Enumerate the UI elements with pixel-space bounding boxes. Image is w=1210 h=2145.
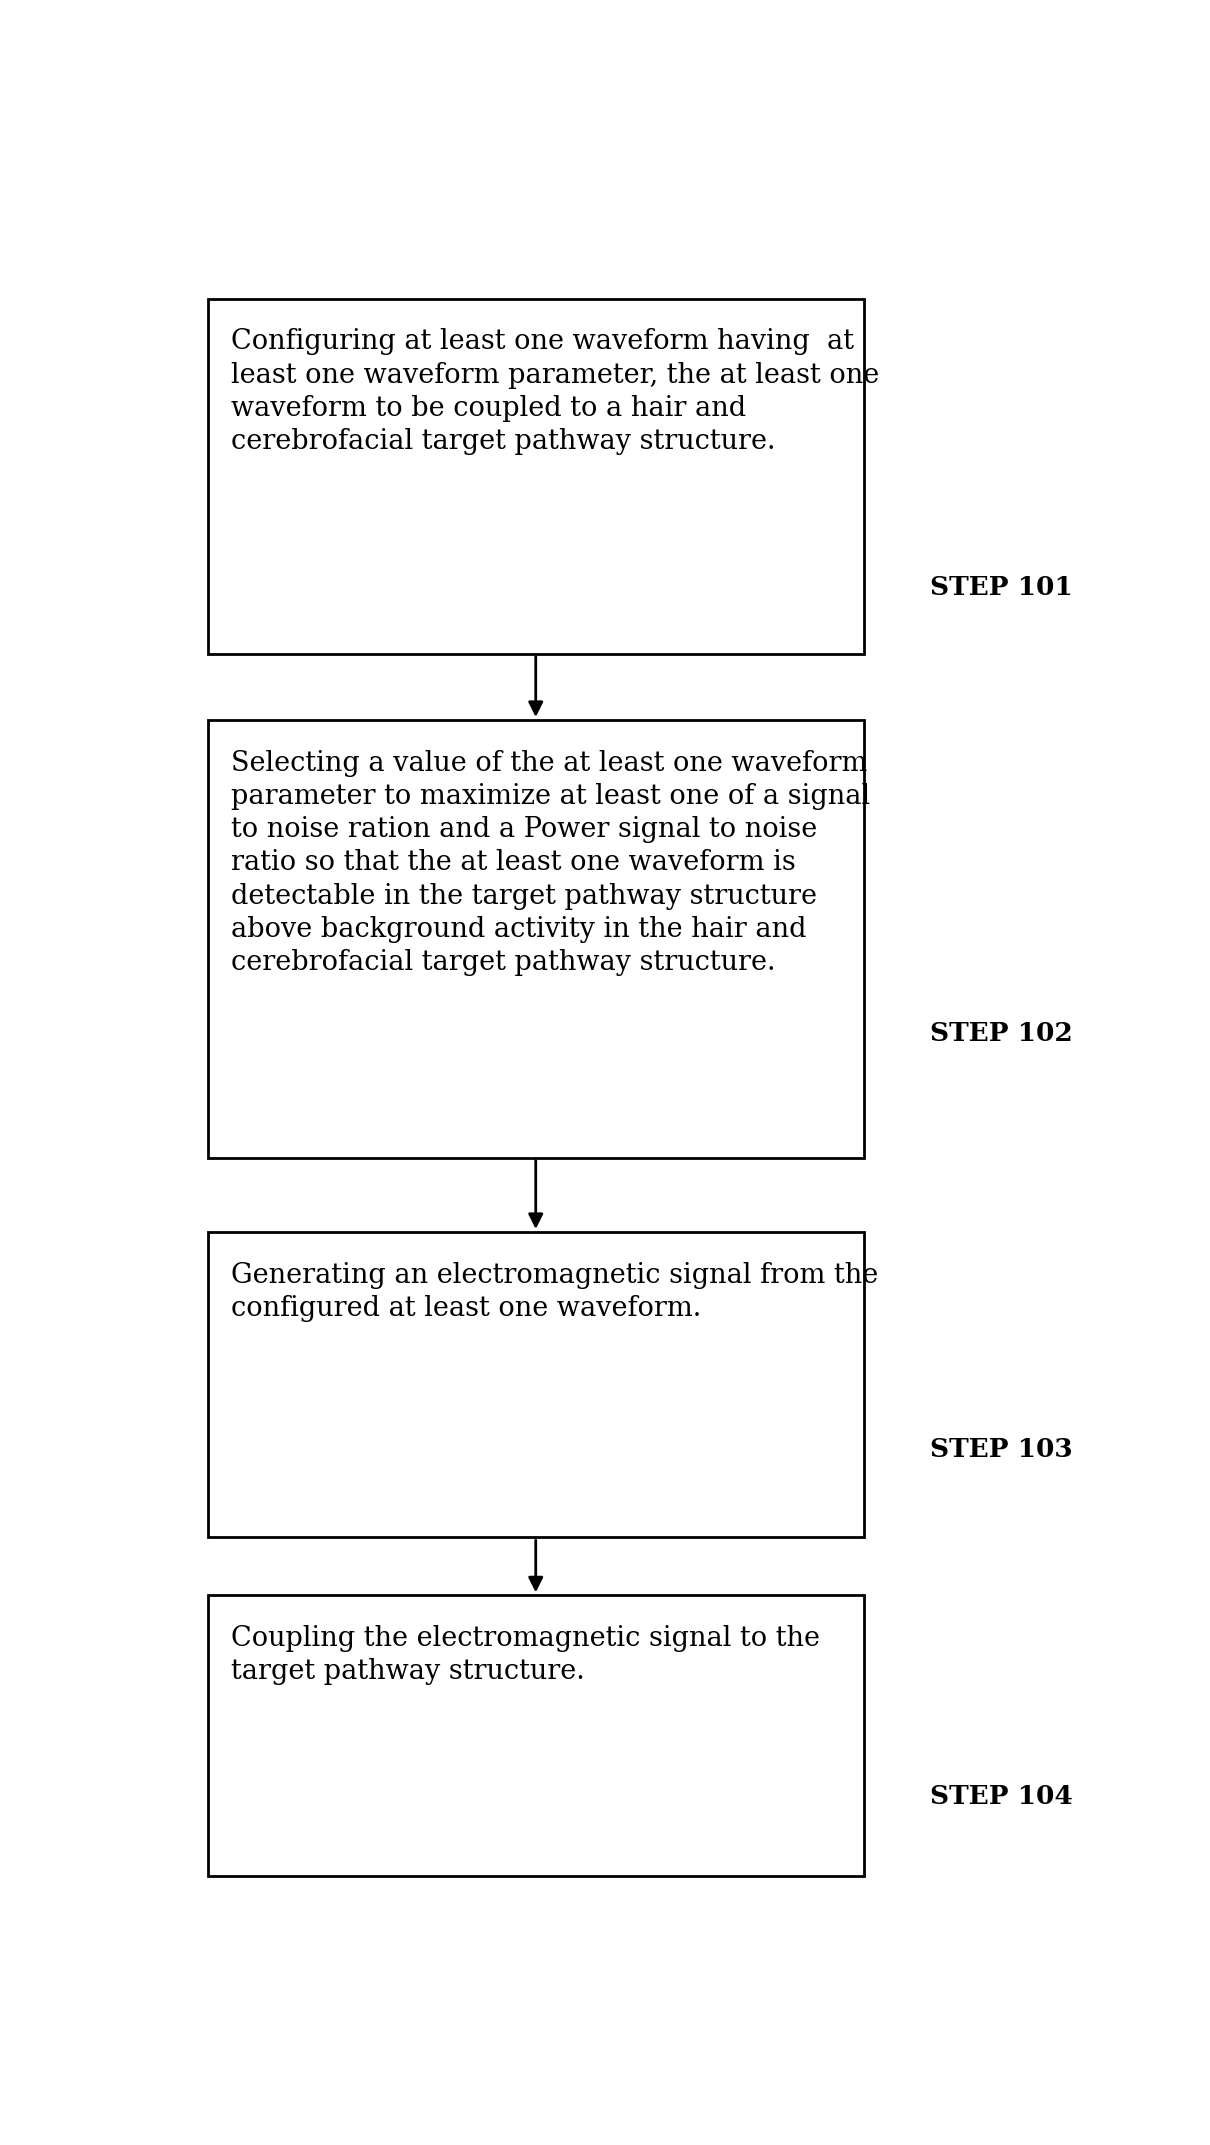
Text: STEP 102: STEP 102 [929, 1021, 1072, 1047]
Text: Generating an electromagnetic signal from the
configured at least one waveform.: Generating an electromagnetic signal fro… [231, 1261, 878, 1321]
Bar [208, 721, 864, 1158]
Bar [208, 1596, 864, 1877]
Text: STEP 101: STEP 101 [929, 575, 1072, 601]
Text: STEP 104: STEP 104 [929, 1785, 1072, 1808]
Text: Coupling the electromagnetic signal to the
target pathway structure.: Coupling the electromagnetic signal to t… [231, 1626, 820, 1686]
Bar [208, 298, 864, 654]
Bar [208, 1231, 864, 1538]
Text: Selecting a value of the at least one waveform
parameter to maximize at least on: Selecting a value of the at least one wa… [231, 749, 870, 976]
Text: Configuring at least one waveform having  at
least one waveform parameter, the a: Configuring at least one waveform having… [231, 328, 880, 455]
Text: STEP 103: STEP 103 [929, 1437, 1072, 1463]
